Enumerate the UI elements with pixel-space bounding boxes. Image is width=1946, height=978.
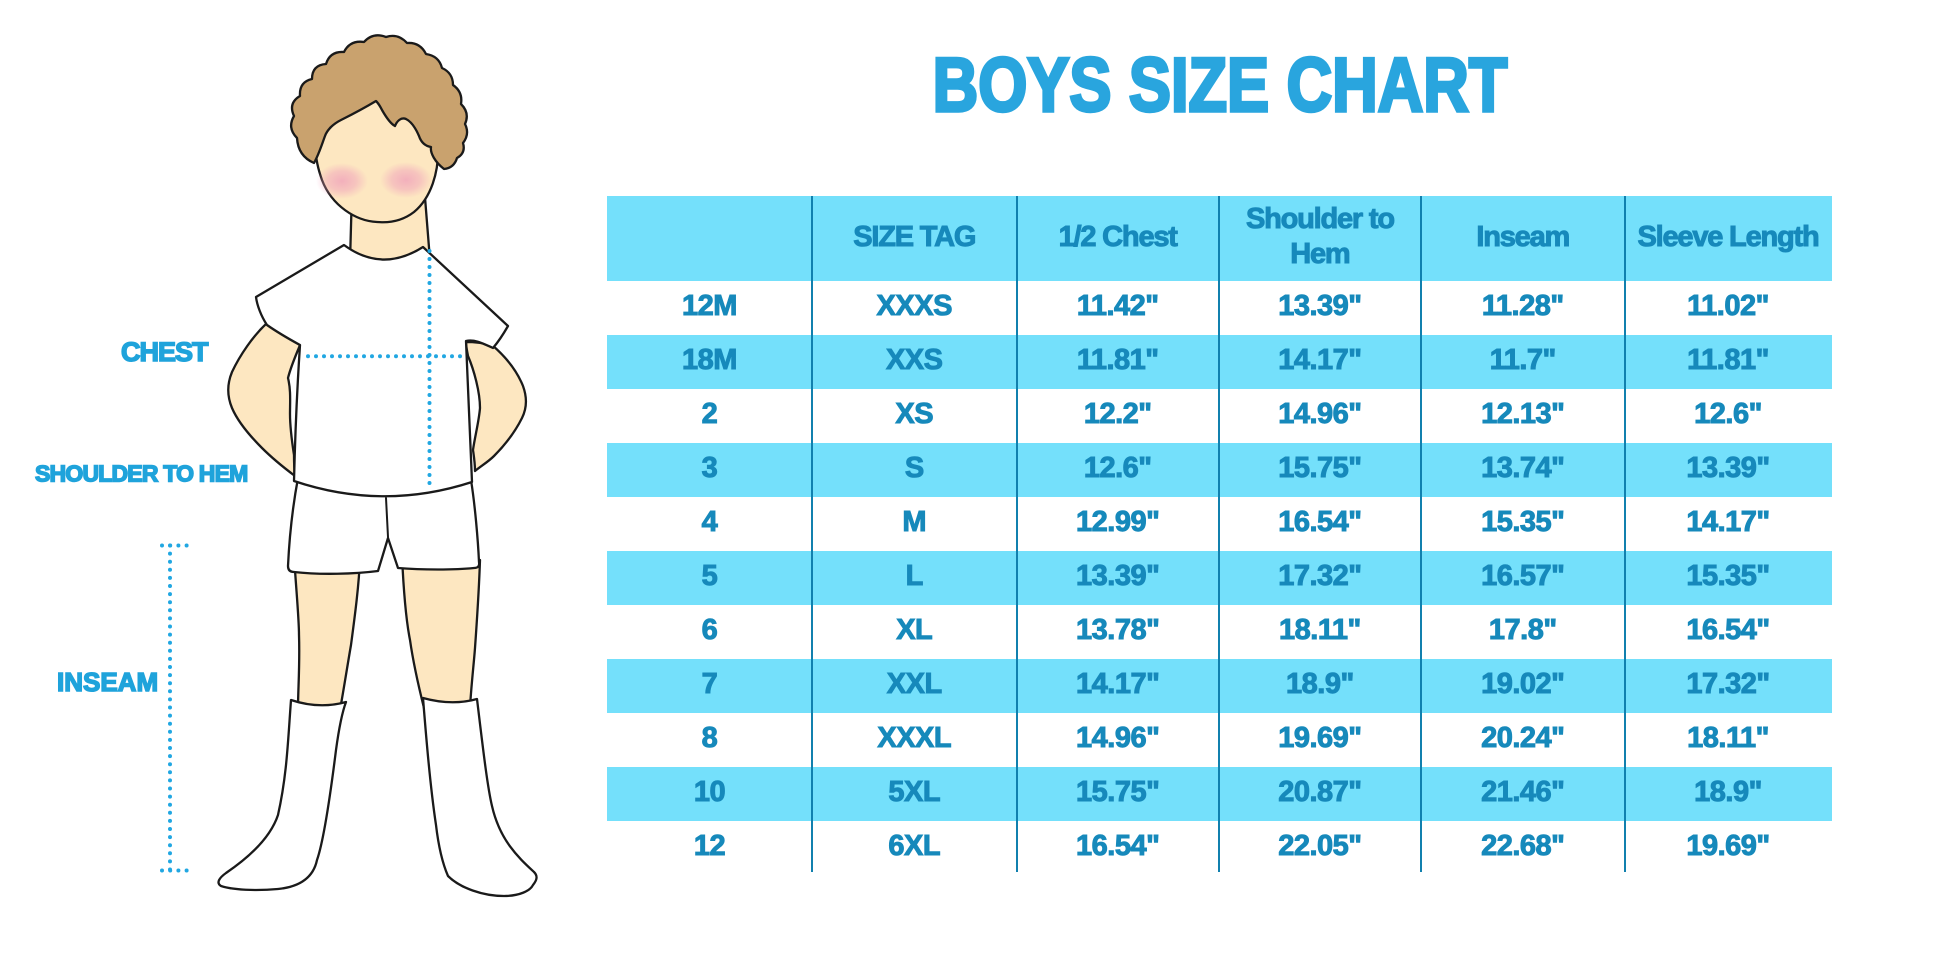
svg-text:BOYS SIZE CHART: BOYS SIZE CHART <box>933 42 1508 127</box>
svg-text:CHEST: CHEST <box>121 337 209 367</box>
svg-text:SHOULDER TO HEM: SHOULDER TO HEM <box>35 461 247 487</box>
svg-text:INSEAM: INSEAM <box>57 667 158 697</box>
